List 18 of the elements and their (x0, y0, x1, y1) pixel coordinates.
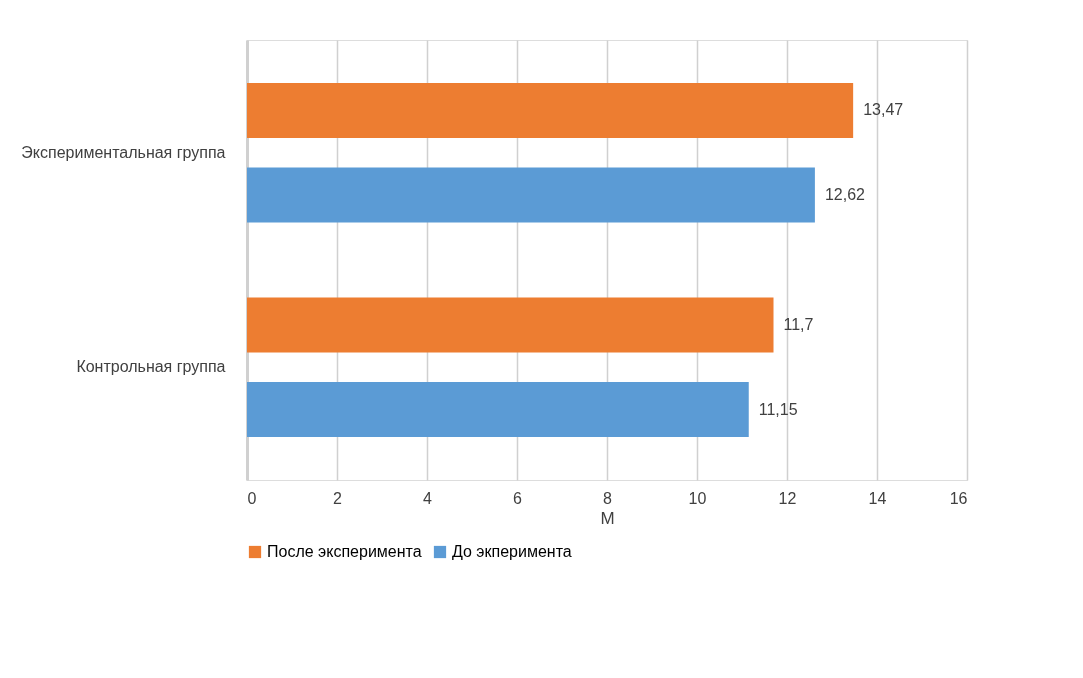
x-axis-title: M (600, 508, 615, 528)
legend-label: После эксперимента (267, 543, 422, 560)
x-tick-label: 2 (333, 489, 343, 507)
data-label: 11,7 (783, 316, 814, 334)
data-label: 12,62 (824, 185, 866, 203)
y-tick-label: Экспериментальная группа (21, 143, 226, 161)
y-tick-label: Контрольная группа (76, 358, 226, 376)
x-tick-label: 12 (778, 489, 797, 507)
data-label: 11,15 (758, 400, 798, 418)
x-tick-label: 0 (247, 489, 257, 507)
x-tick-label: 10 (688, 489, 707, 507)
x-tick-label: 16 (949, 489, 968, 507)
x-tick-label: 4 (423, 489, 433, 507)
data-label: 13,47 (863, 101, 904, 119)
x-tick-label: 14 (868, 489, 887, 507)
x-tick-label: 6 (513, 489, 523, 507)
legend-label: До экперимента (452, 543, 572, 560)
x-tick-label: 8 (603, 489, 613, 507)
